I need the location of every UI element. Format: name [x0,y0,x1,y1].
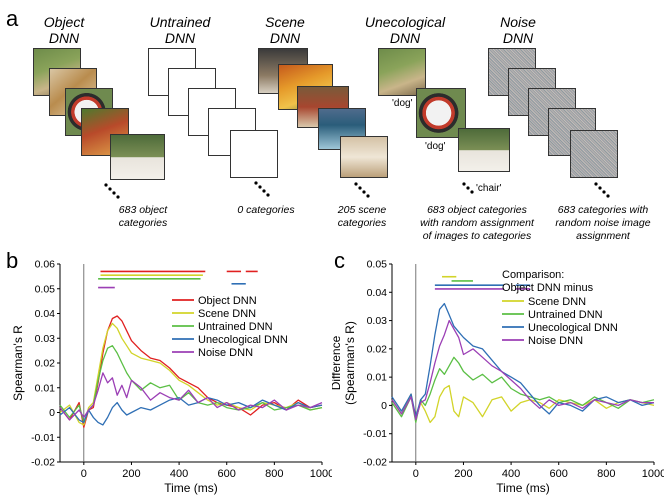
series-line-noise-dnn [391,319,654,421]
untrained-dnn-title: Untrained DNN [149,14,211,46]
y-tick-label: 0.05 [367,259,388,271]
series-line-untrained-dnn [391,356,655,424]
y-tick-label: 0 [381,400,387,412]
x-tick-label: 1000 [642,468,664,480]
x-axis-label: Time (ms) [496,481,550,495]
legend-heading-line2: Object DNN minus [502,282,594,294]
unecological-label-3: 'chair' [476,183,502,194]
x-tick-label: 1000 [310,468,332,480]
y-tick-label: 0.05 [35,283,56,295]
series-line-unecological-dnn [59,396,323,426]
x-tick-label: 400 [170,468,188,480]
legend-label-unecological-dnn: Unecological DNN [198,334,288,346]
untrained-blank-5 [230,130,278,178]
noise-dnn-caption: 683 categories with random noise image a… [555,204,651,242]
scene-dnn-caption: 205 scene categories [337,204,387,229]
y-tick-label: 0 [49,407,55,419]
y-tick-label: 0.04 [35,308,56,320]
y-tick-label: -0.02 [363,457,387,469]
legend-label-noise-dnn: Noise DNN [528,335,583,347]
unecological-dnn-title: Unecological DNN [364,14,446,46]
y-tick-label: 0.04 [367,287,388,299]
object-dnn-caption: 683 object categories [118,204,168,229]
y-tick-label: -0.01 [363,428,387,440]
y-tick-label: 0.03 [35,333,56,345]
scene-image-5 [340,136,388,178]
y-tick-label: 0.01 [35,382,56,394]
y-tick-label: 0.06 [35,259,56,271]
x-tick-label: 400 [502,468,520,480]
x-axis-label: Time (ms) [164,481,218,495]
y-tick-label: 0.02 [367,343,388,355]
legend-label-untrained-dnn: Untrained DNN [198,321,273,333]
scene-dnn-title: Scene DNN [265,14,305,46]
unecological-image-3 [458,128,510,172]
ellipsis-dots [104,181,610,199]
y-axis-label-line1: Difference [332,335,343,390]
x-tick-label: 800 [265,468,283,480]
y-tick-label: 0.01 [367,372,388,384]
legend-heading-line1: Comparison: [502,269,564,281]
x-tick-label: 0 [413,468,419,480]
legend-label-scene-dnn: Scene DNN [528,296,586,308]
noise-image-5 [570,130,618,178]
legend-label-scene-dnn: Scene DNN [198,308,256,320]
y-tick-label: -0.01 [31,432,55,444]
panel-a-letter: a [6,6,19,31]
chart-b: -0.02 -0.01 0 0.01 0.02 0.03 0.04 0.05 0.06 0 200 4… [11,259,332,496]
y-axis-label-line2: (Spearman's R) [343,321,357,405]
x-tick-label: 200 [122,468,140,480]
y-tick-label: 0.03 [367,315,388,327]
object-dnn-title: Object DNN [43,14,85,46]
untrained-dnn-caption: 0 categories [237,204,295,216]
unecological-dnn-caption: 683 object categories with random assign… [420,204,534,242]
unecological-label-2: 'dog' [425,141,446,152]
legend-label-unecological-dnn: Unecological DNN [528,322,618,334]
x-tick-label: 0 [81,468,87,480]
object-image-4 [81,108,129,156]
panel-c-letter: c [334,248,345,273]
x-tick-label: 600 [218,468,236,480]
unecological-label-1: 'dog' [392,98,413,109]
object-image-5 [110,134,165,180]
series-line-unecological-dnn [391,302,655,418]
legend-label-untrained-dnn: Untrained DNN [528,309,603,321]
legend-label-object-dnn: Object DNN [198,295,257,307]
x-tick-label: 800 [597,468,615,480]
y-tick-label: -0.02 [31,457,55,469]
x-tick-label: 200 [454,468,472,480]
panel-b-letter: b [6,248,19,273]
y-axis-label: Spearman's R [11,325,25,401]
chart-c: -0.02 -0.01 0 0.01 0.02 0.03 0.04 0.05 0 200 400 60… [332,259,664,496]
legend-label-noise-dnn: Noise DNN [198,347,253,359]
y-tick-label: 0.02 [35,358,56,370]
series-line-noise-dnn [59,372,323,421]
x-tick-label: 600 [550,468,568,480]
noise-dnn-title: Noise DNN [500,14,536,46]
unecological-image-2 [416,88,466,138]
